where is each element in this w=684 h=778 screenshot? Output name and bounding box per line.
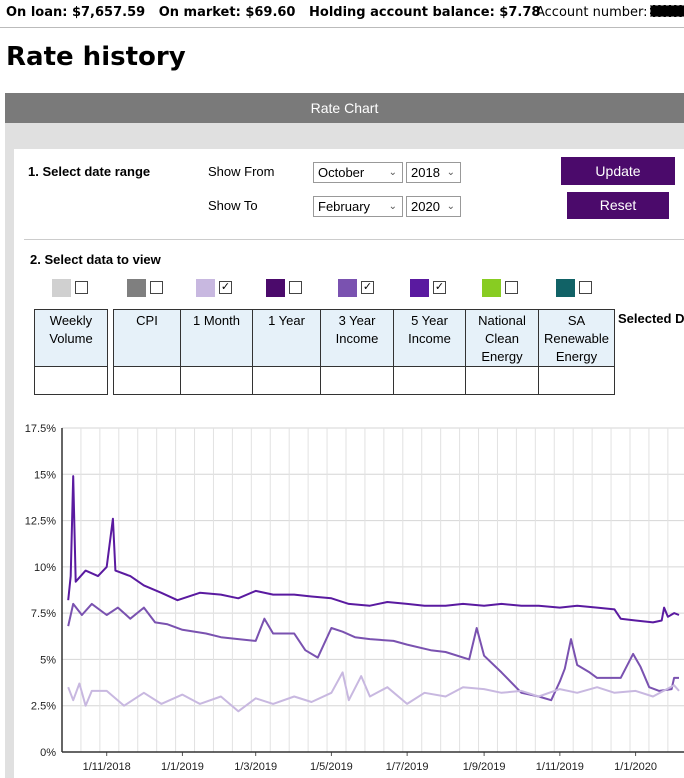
series-checkbox[interactable]: ✓ <box>433 281 446 294</box>
series-checkbox[interactable] <box>289 281 302 294</box>
page-title: Rate history <box>6 42 186 72</box>
y-tick-label: 17.5% <box>25 423 56 435</box>
series-value-1-year <box>252 366 321 395</box>
chevron-down-icon: ⌄ <box>388 201 397 212</box>
x-tick-label: 1/3/2019 <box>234 761 277 773</box>
series-value-table: Weekly Volume CPI 1 Month 1 Year 3 Year … <box>34 309 615 395</box>
color-swatch <box>266 279 285 297</box>
to-year-value: 2020 <box>411 199 440 214</box>
panel-content <box>14 149 684 778</box>
x-tick-label: 1/1/2019 <box>161 761 204 773</box>
date-range-section-label: 1. Select date range <box>28 164 151 179</box>
series-line-1-month <box>67 671 680 713</box>
x-tick-label: 1/11/2018 <box>83 761 131 773</box>
series-header-sa-renewable-energy: SA Renewable Energy <box>538 309 615 367</box>
x-tick-label: 1/5/2019 <box>310 761 353 773</box>
color-swatch <box>482 279 501 297</box>
series-header-1-month: 1 Month <box>180 309 253 367</box>
y-tick-label: 7.5% <box>31 608 56 620</box>
color-swatch <box>52 279 71 297</box>
series-value-cpi <box>113 366 181 395</box>
series-line-5-year-income <box>67 475 680 624</box>
color-swatch <box>410 279 429 297</box>
series-value-3-year-income <box>320 366 394 395</box>
series-header-1-year: 1 Year <box>252 309 321 367</box>
show-to-label: Show To <box>208 198 258 213</box>
color-swatch <box>338 279 357 297</box>
series-header-national-clean-energy: National Clean Energy <box>465 309 539 367</box>
data-section-label: 2. Select data to view <box>30 252 161 267</box>
redacted-account-number <box>649 5 684 17</box>
balance-stats: On loan: $7,657.59 On market: $69.60 Hol… <box>6 5 549 20</box>
selected-data-label: Selected Da <box>618 311 684 326</box>
series-checkbox[interactable]: ✓ <box>219 281 232 294</box>
on-market-value: On market: $69.60 <box>158 5 296 20</box>
from-year-select[interactable]: 2018 ⌄ <box>406 162 461 183</box>
y-tick-label: 10% <box>34 562 56 574</box>
chevron-down-icon: ⌄ <box>446 167 455 178</box>
to-month-select[interactable]: February ⌄ <box>313 196 403 217</box>
reset-button[interactable]: Reset <box>567 192 669 219</box>
series-header-weekly-volume: Weekly Volume <box>34 309 108 367</box>
account-number-label: Account number: <box>536 5 648 20</box>
chevron-down-icon: ⌄ <box>446 201 455 212</box>
series-value-sa-renewable-energy <box>538 366 615 395</box>
from-year-value: 2018 <box>411 165 440 180</box>
series-value-national-clean-energy <box>465 366 539 395</box>
on-loan-value: On loan: $7,657.59 <box>6 5 146 20</box>
account-number: Account number: <box>536 5 684 20</box>
rate-line-chart: 0% 2.5% 5% 7.5% 10% 12.5% 15% 17.5% 1/11/2018 1/1… <box>25 423 684 773</box>
show-from-label: Show From <box>208 164 275 179</box>
to-month-value: February <box>318 199 371 214</box>
x-tick-label: 1/9/2019 <box>463 761 506 773</box>
to-year-select[interactable]: 2020 ⌄ <box>406 196 461 217</box>
color-swatch <box>556 279 575 297</box>
series-checkbox[interactable] <box>579 281 592 294</box>
series-checkbox[interactable] <box>75 281 88 294</box>
series-value-1-month <box>180 366 253 395</box>
y-tick-label: 2.5% <box>31 701 56 713</box>
series-checkbox[interactable]: ✓ <box>361 281 374 294</box>
from-month-select[interactable]: October ⌄ <box>313 162 403 183</box>
account-summary-bar: On loan: $7,657.59 On market: $69.60 Hol… <box>0 0 684 28</box>
holding-balance-value: Holding account balance: $7.78 <box>309 5 541 20</box>
x-tick-label: 1/1/2020 <box>614 761 657 773</box>
from-month-value: October <box>318 165 365 180</box>
y-tick-label: 0% <box>40 747 56 759</box>
color-swatch <box>127 279 146 297</box>
y-tick-label: 15% <box>34 469 56 481</box>
series-header-cpi: CPI <box>113 309 181 367</box>
series-line-3-year-income <box>67 602 679 702</box>
series-header-3-year-income: 3 Year Income <box>320 309 394 367</box>
section-divider <box>24 239 684 240</box>
series-header-5-year-income: 5 Year Income <box>393 309 466 367</box>
series-checkbox[interactable] <box>505 281 518 294</box>
x-tick-label: 1/11/2019 <box>536 761 584 773</box>
series-value-weekly-volume <box>34 366 108 395</box>
series-value-5-year-income <box>393 366 466 395</box>
series-checkbox[interactable] <box>150 281 163 294</box>
y-tick-label: 12.5% <box>25 516 56 528</box>
x-tick-label: 1/7/2019 <box>386 761 429 773</box>
y-tick-label: 5% <box>40 654 56 666</box>
update-button[interactable]: Update <box>561 157 675 185</box>
chevron-down-icon: ⌄ <box>388 167 397 178</box>
panel-title: Rate Chart <box>5 93 684 123</box>
color-swatch <box>196 279 215 297</box>
